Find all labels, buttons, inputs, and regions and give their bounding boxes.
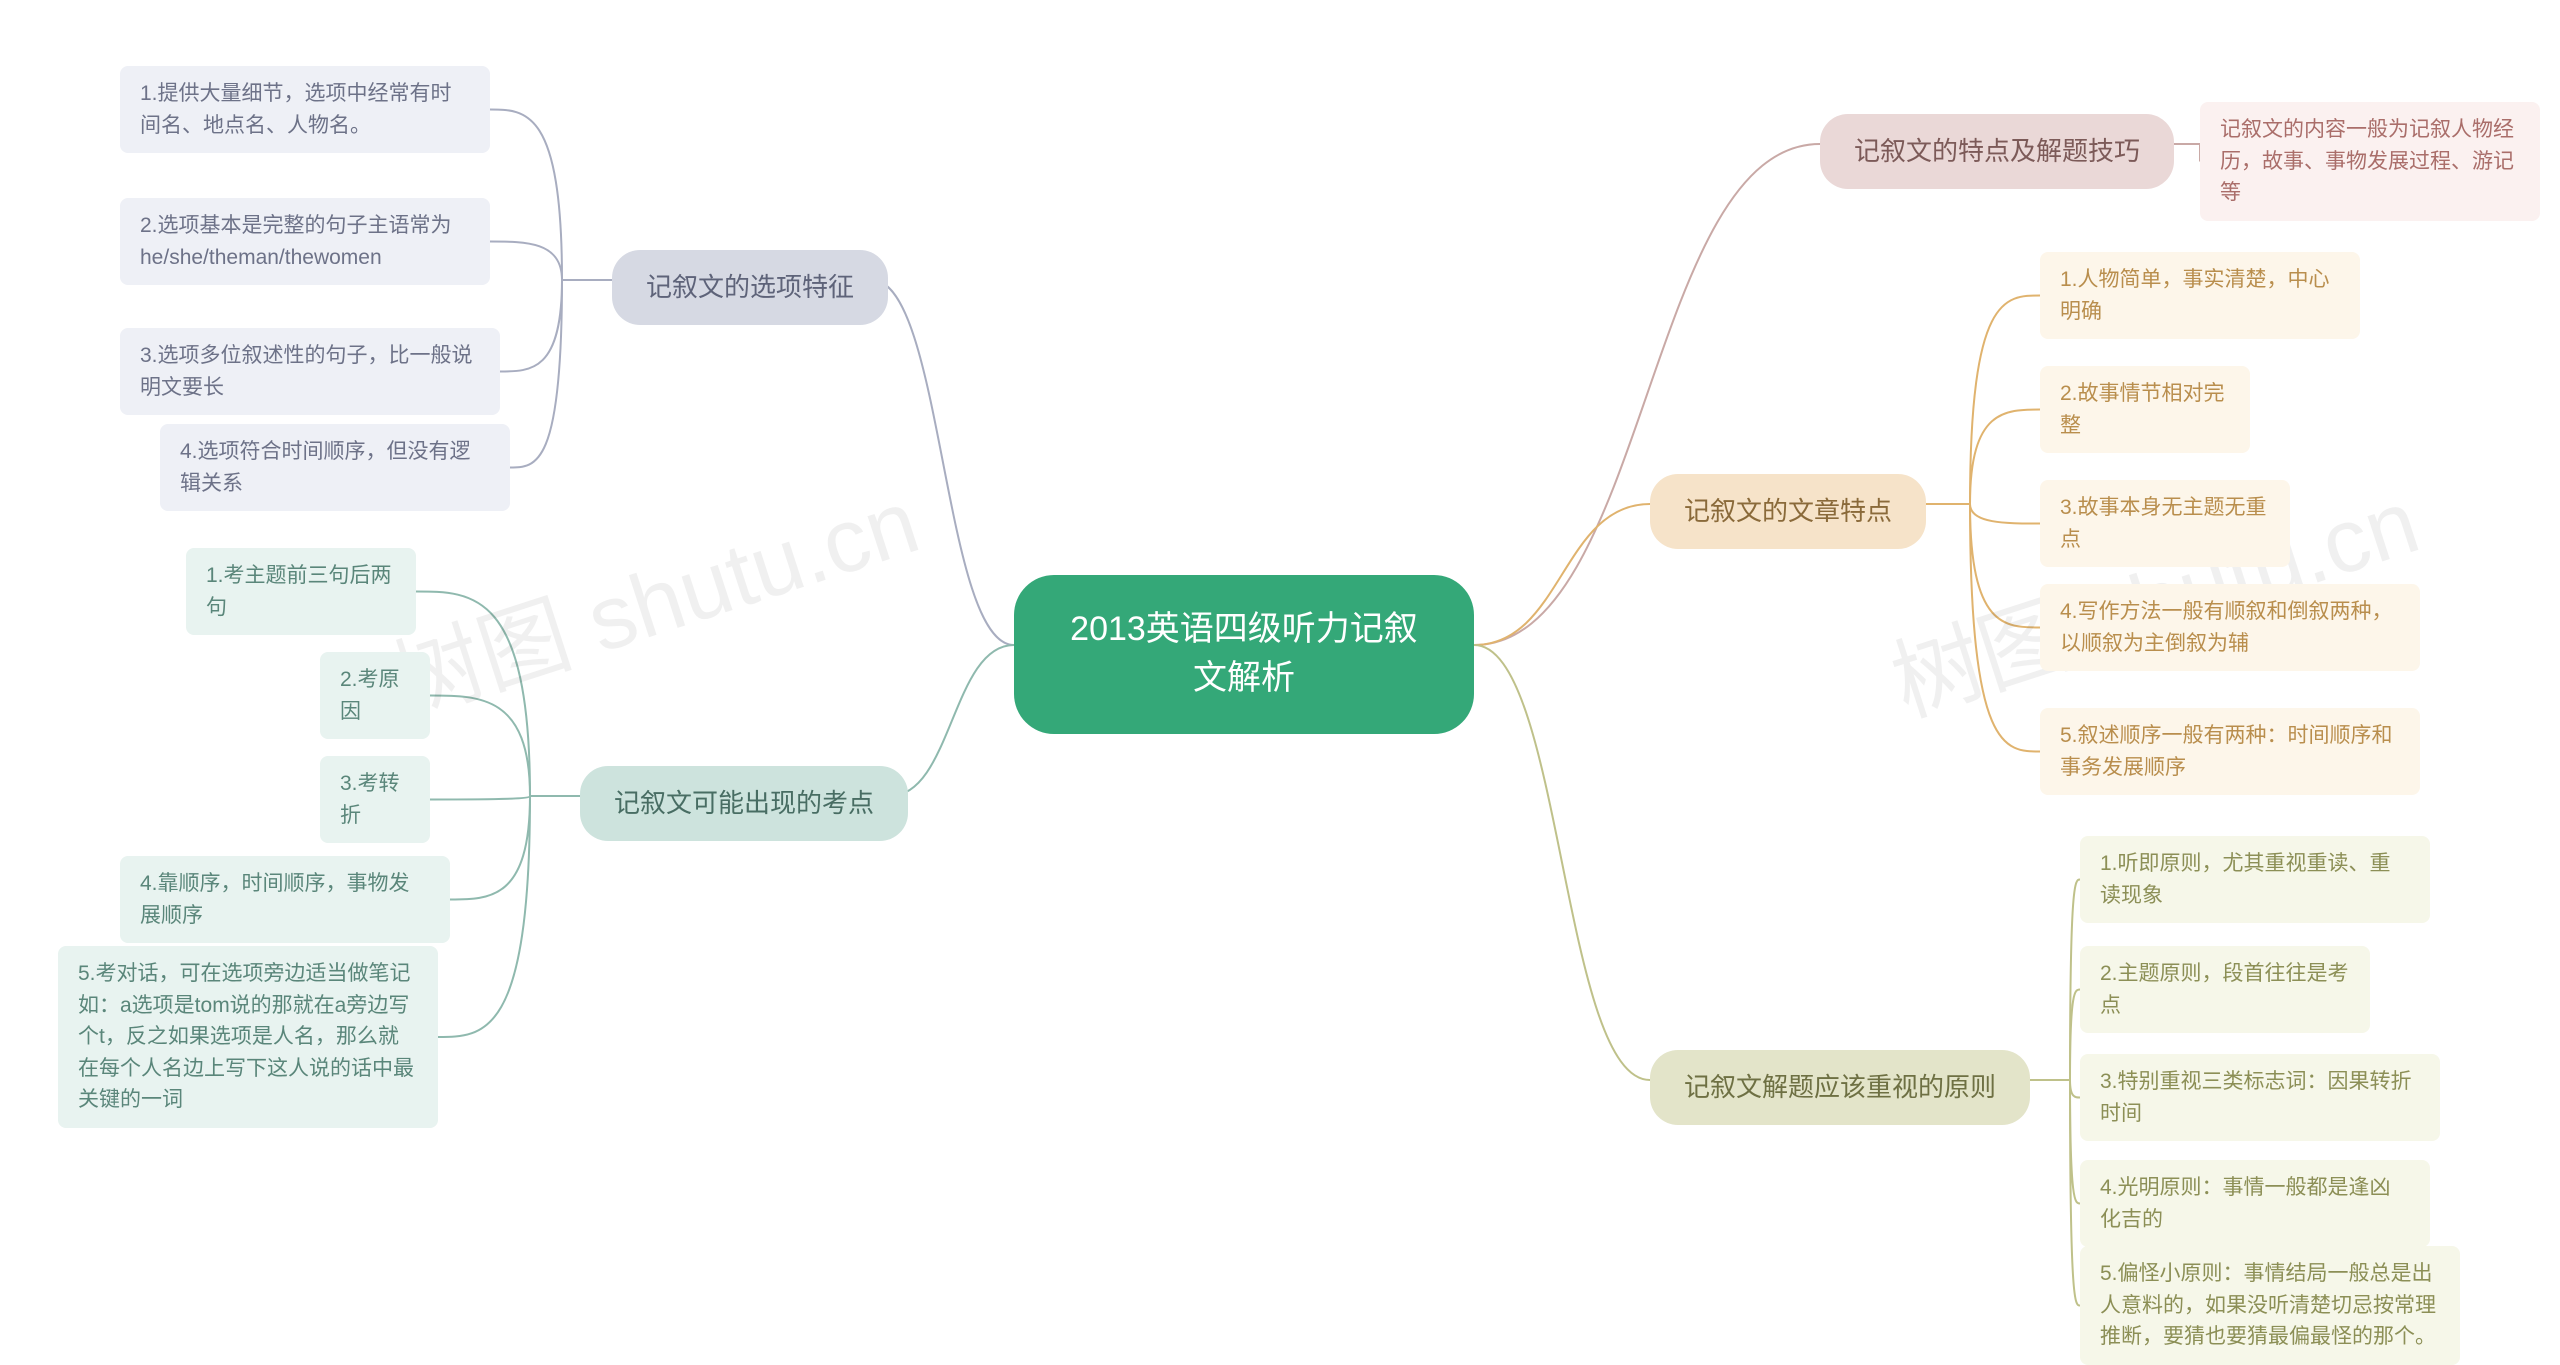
leaf-b5l3: 3.考转折 [320,756,430,843]
leaf-b5l4: 4.靠顺序，时间顺序，事物发展顺序 [120,856,450,943]
leaf-b3l4: 4.光明原则：事情一般都是逢凶化吉的 [2080,1160,2430,1247]
branch-b4: 记叙文的选项特征 [612,250,888,325]
leaf-b1l1: 记叙文的内容一般为记叙人物经历，故事、事物发展过程、游记等 [2200,102,2540,221]
root-label: 2013英语四级听力记叙文解析 [1070,610,1418,697]
leaf-b4l4: 4.选项符合时间顺序，但没有逻辑关系 [160,424,510,511]
leaf-b2l1: 1.人物简单，事实清楚，中心明确 [2040,252,2360,339]
leaf-b3l5: 5.偏怪小原则：事情结局一般总是出人意料的，如果没听清楚切忌按常理推断，要猜也要… [2080,1246,2460,1365]
leaf-b3l1: 1.听即原则，尤其重视重读、重读现象 [2080,836,2430,923]
leaf-b2l5: 5.叙述顺序一般有两种：时间顺序和事务发展顺序 [2040,708,2420,795]
branch-b1: 记叙文的特点及解题技巧 [1820,114,2174,189]
mindmap-root: 2013英语四级听力记叙文解析 [1014,575,1474,734]
leaf-b4l1: 1.提供大量细节，选项中经常有时间名、地点名、人物名。 [120,66,490,153]
leaf-b5l2: 2.考原因 [320,652,430,739]
branch-b3: 记叙文解题应该重视的原则 [1650,1050,2030,1125]
leaf-b4l3: 3.选项多位叙述性的句子，比一般说明文要长 [120,328,500,415]
leaf-b2l4: 4.写作方法一般有顺叙和倒叙两种，以顺叙为主倒叙为辅 [2040,584,2420,671]
leaf-b3l3: 3.特别重视三类标志词：因果转折时间 [2080,1054,2440,1141]
branch-b5: 记叙文可能出现的考点 [580,766,908,841]
branch-b2: 记叙文的文章特点 [1650,474,1926,549]
leaf-b3l2: 2.主题原则，段首往往是考点 [2080,946,2370,1033]
leaf-b5l5: 5.考对话，可在选项旁边适当做笔记如：a选项是tom说的那就在a旁边写个t，反之… [58,946,438,1128]
leaf-b5l1: 1.考主题前三句后两句 [186,548,416,635]
leaf-b4l2: 2.选项基本是完整的句子主语常为he/she/theman/thewomen [120,198,490,285]
leaf-b2l3: 3.故事本身无主题无重点 [2040,480,2290,567]
leaf-b2l2: 2.故事情节相对完整 [2040,366,2250,453]
